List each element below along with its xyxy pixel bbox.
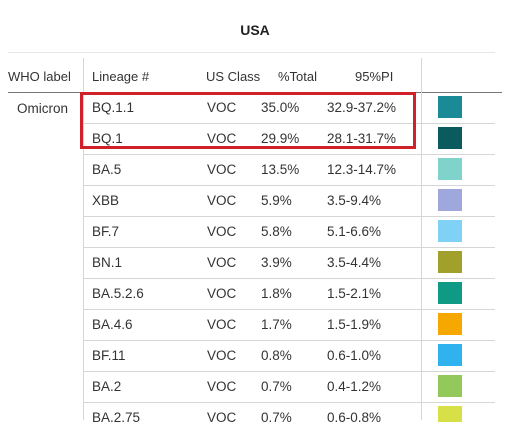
total-cell: 29.9% [261,131,300,146]
color-swatch [438,282,462,304]
pi-cell: 0.4-1.2% [327,379,382,394]
table-row: BF.11 VOC 0.8% 0.6-1.0% [83,340,495,372]
total-cell: 0.8% [261,348,292,363]
who-label-omicron: Omicron [17,101,69,116]
class-cell: VOC [207,100,237,115]
color-swatch [438,375,462,397]
column-divider [421,58,422,420]
table-row: BF.7 VOC 5.8% 5.1-6.6% [83,216,495,248]
table-header: WHO label Lineage # US Class %Total 95%P… [0,58,510,92]
color-swatch [438,220,462,242]
pi-cell: 28.1-31.7% [327,131,397,146]
column-divider [83,58,84,420]
class-cell: VOC [207,317,237,332]
header-lineage: Lineage # [92,69,150,84]
pi-cell: 3.5-9.4% [327,193,382,208]
color-swatch [438,344,462,366]
lineage-cell: BA.5.2.6 [92,286,144,301]
class-cell: VOC [207,193,237,208]
pi-cell: 32.9-37.2% [327,100,397,115]
table-row: BQ.1 VOC 29.9% 28.1-31.7% [83,123,495,155]
pi-cell: 5.1-6.6% [327,224,382,239]
lineage-cell: BF.11 [92,348,126,363]
color-swatch [438,189,462,211]
total-cell: 5.9% [261,193,292,208]
color-swatch [438,96,462,118]
table-row: BN.1 VOC 3.9% 3.5-4.4% [83,247,495,279]
class-cell: VOC [207,162,237,177]
total-cell: 3.9% [261,255,292,270]
color-swatch [438,251,462,273]
header-pi: 95%PI [355,69,394,84]
header-us-class: US Class [206,69,261,84]
total-cell: 5.8% [261,224,292,239]
table-row: XBB VOC 5.9% 3.5-9.4% [83,185,495,217]
pi-cell: 0.6-1.0% [327,348,382,363]
total-cell: 0.7% [261,379,292,394]
class-cell: VOC [207,410,237,425]
lineage-cell: BA.2 [92,379,122,394]
color-swatch [438,406,462,422]
class-cell: VOC [207,286,237,301]
color-swatch [438,127,462,149]
pi-cell: 12.3-14.7% [327,162,397,177]
class-cell: VOC [207,348,237,363]
table-row: BQ.1.1 VOC 35.0% 32.9-37.2% [83,92,495,124]
highlight-box [80,92,416,149]
total-cell: 13.5% [261,162,300,177]
lineage-cell: BQ.1.1 [92,100,135,115]
top-divider [8,52,495,53]
table-row: BA.2 VOC 0.7% 0.4-1.2% [83,371,495,403]
lineage-cell: BN.1 [92,255,123,270]
lineage-cell: XBB [92,193,120,208]
pi-cell: 0.6-0.8% [327,410,382,425]
class-cell: VOC [207,379,237,394]
color-swatch [438,158,462,180]
color-swatch [438,313,462,335]
lineage-cell: BF.7 [92,224,120,239]
header-who-label: WHO label [8,69,71,84]
table-row: BA.2.75 VOC 0.7% 0.6-0.8% [83,402,495,433]
total-cell: 35.0% [261,100,300,115]
pi-cell: 1.5-1.9% [327,317,382,332]
lineage-cell: BA.5 [92,162,122,177]
lineage-cell: BQ.1 [92,131,123,146]
total-cell: 1.8% [261,286,292,301]
table-row: BA.4.6 VOC 1.7% 1.5-1.9% [83,309,495,341]
table-row: BA.5 VOC 13.5% 12.3-14.7% [83,154,495,186]
pi-cell: 3.5-4.4% [327,255,382,270]
lineage-cell: BA.4.6 [92,317,133,332]
class-cell: VOC [207,131,237,146]
class-cell: VOC [207,255,237,270]
total-cell: 0.7% [261,410,292,425]
table-row: BA.5.2.6 VOC 1.8% 1.5-2.1% [83,278,495,310]
table-title: USA [240,22,270,38]
pi-cell: 1.5-2.1% [327,286,382,301]
class-cell: VOC [207,224,237,239]
total-cell: 1.7% [261,317,292,332]
lineage-cell: BA.2.75 [92,410,141,425]
header-total: %Total [278,69,318,84]
